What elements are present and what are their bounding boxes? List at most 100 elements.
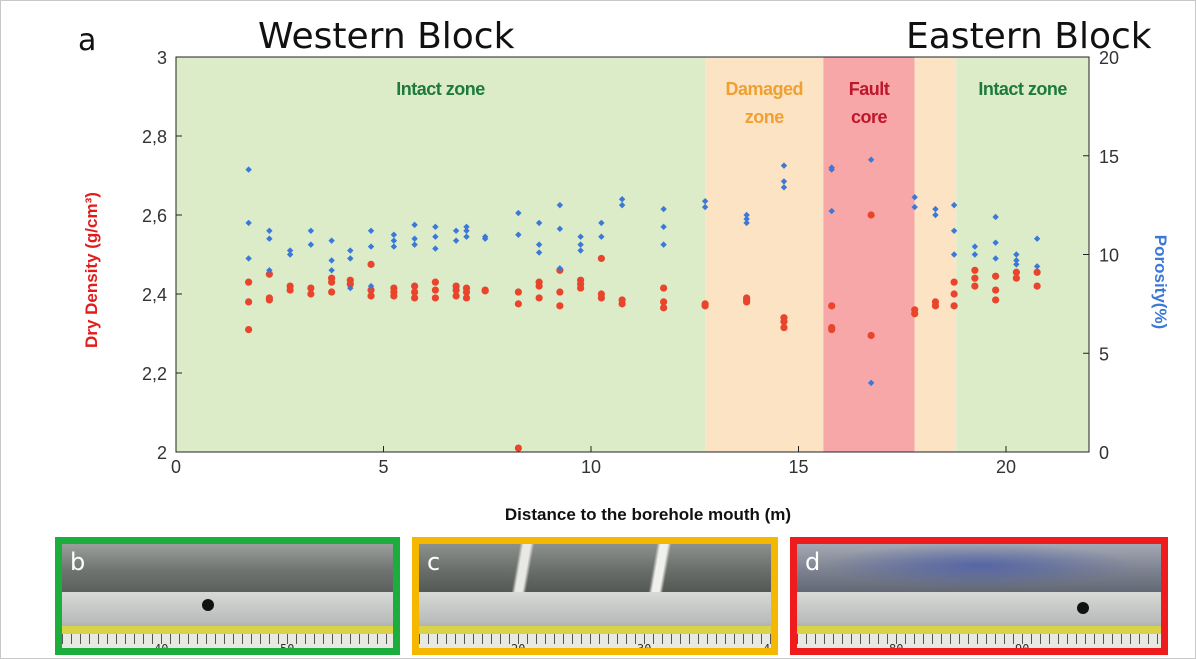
zone-band xyxy=(956,57,1089,452)
density-point xyxy=(481,287,489,295)
porosity-point xyxy=(992,213,999,221)
porosity-point xyxy=(307,241,315,248)
zone-bands xyxy=(176,57,1089,452)
zone-label: Intact zone xyxy=(396,79,485,99)
measuring-ruler: 40 50 xyxy=(62,634,393,648)
zone-band xyxy=(823,57,915,452)
porosity-point xyxy=(432,223,439,231)
density-point xyxy=(780,318,788,326)
porosity-point xyxy=(515,231,522,238)
porosity-point xyxy=(535,219,543,227)
porosity-point xyxy=(992,239,999,246)
density-point xyxy=(911,310,919,318)
ruler-label: 90 xyxy=(1015,642,1030,655)
density-point xyxy=(265,270,273,278)
density-point xyxy=(431,294,439,302)
porosity-point xyxy=(347,247,354,254)
density-point xyxy=(462,294,471,302)
x-axis-label: Distance to the borehole mouth (m) xyxy=(505,505,791,524)
density-point xyxy=(931,302,940,310)
density-point xyxy=(992,296,1000,304)
porosity-point xyxy=(390,237,398,244)
porosity-point xyxy=(577,233,584,240)
porosity-point xyxy=(743,219,750,227)
porosity-point xyxy=(701,197,709,205)
porosity-point xyxy=(867,156,875,163)
porosity-point xyxy=(535,249,543,256)
yellow-tape xyxy=(419,626,771,634)
porosity-point xyxy=(780,184,788,191)
density-point xyxy=(1033,268,1041,276)
density-point xyxy=(346,280,354,288)
density-point xyxy=(390,292,398,300)
zone-band xyxy=(176,57,706,452)
y-left-tick-label: 2,6 xyxy=(142,206,167,226)
y-axis-label-right: Porosity(%) xyxy=(1151,235,1170,329)
density-point xyxy=(1012,268,1020,276)
porosity-point xyxy=(463,227,470,234)
porosity-point xyxy=(992,255,999,262)
porosity-point xyxy=(911,203,918,211)
density-point xyxy=(950,302,958,310)
porosity-point xyxy=(577,247,584,254)
y-right-tick-label: 0 xyxy=(1099,443,1109,463)
zone-label: zone xyxy=(745,107,784,127)
rock-core xyxy=(797,544,1161,592)
axis-ticks: 0 5 10 15 20 2 2,2 2,4 2,6 2,8 3 0 5 10 15 20 xyxy=(142,48,1119,477)
porosity-point xyxy=(743,215,750,223)
density-point xyxy=(780,323,788,332)
porosity-point xyxy=(328,237,335,244)
porosity-point xyxy=(556,201,564,209)
porosity-point xyxy=(556,225,564,233)
zone-labels: Intact zone Damaged zone Fault core Intact zo… xyxy=(396,79,1068,127)
porosity-point xyxy=(971,251,979,258)
porosity-point xyxy=(432,245,439,252)
photo-content: 80 90 d xyxy=(797,544,1161,648)
density-point xyxy=(828,302,836,310)
density-point xyxy=(367,260,375,268)
porosity-point xyxy=(367,243,375,250)
photo-content: 40 50 b xyxy=(62,544,393,648)
porosity-point xyxy=(950,251,958,258)
density-point xyxy=(245,298,253,306)
density-point xyxy=(514,288,522,296)
porosity-point xyxy=(245,255,252,262)
porosity-point xyxy=(1033,235,1041,242)
y-right-tick-label: 20 xyxy=(1099,48,1119,68)
porosity-point xyxy=(1033,263,1041,270)
density-point xyxy=(660,298,668,306)
porosity-point xyxy=(390,231,398,238)
ruler-ticks xyxy=(797,634,1161,644)
data-points xyxy=(245,156,1041,452)
porosity-point xyxy=(481,235,489,242)
density-point xyxy=(577,284,585,292)
ruler-label: 30 xyxy=(637,642,652,655)
tray-hole xyxy=(1077,602,1089,614)
porosity-point xyxy=(286,247,294,254)
x-tick-label: 15 xyxy=(788,457,808,477)
density-point xyxy=(328,278,336,286)
porosity-point xyxy=(598,233,605,240)
measuring-ruler: 80 90 xyxy=(797,634,1161,648)
porosity-point xyxy=(535,241,543,248)
y-right-tick-label: 15 xyxy=(1099,147,1119,167)
porosity-point xyxy=(367,227,375,234)
density-point xyxy=(867,331,875,340)
density-point xyxy=(950,290,958,298)
porosity-point xyxy=(367,282,375,290)
density-point xyxy=(411,288,419,296)
ruler-ticks xyxy=(419,634,771,644)
density-point xyxy=(556,302,564,310)
density-point xyxy=(462,288,471,296)
zone-label: Intact zone xyxy=(978,79,1067,99)
x-tick-label: 10 xyxy=(581,457,601,477)
density-point xyxy=(597,294,605,302)
porosity-point xyxy=(266,267,273,274)
x-tick-label: 5 xyxy=(378,457,388,477)
ruler-ticks xyxy=(62,634,393,644)
density-point xyxy=(411,294,419,302)
density-point xyxy=(286,286,294,294)
eastern-block-label: Eastern Block xyxy=(906,16,1152,57)
panel-label-d: d xyxy=(805,548,821,576)
porosity-point xyxy=(932,205,939,213)
